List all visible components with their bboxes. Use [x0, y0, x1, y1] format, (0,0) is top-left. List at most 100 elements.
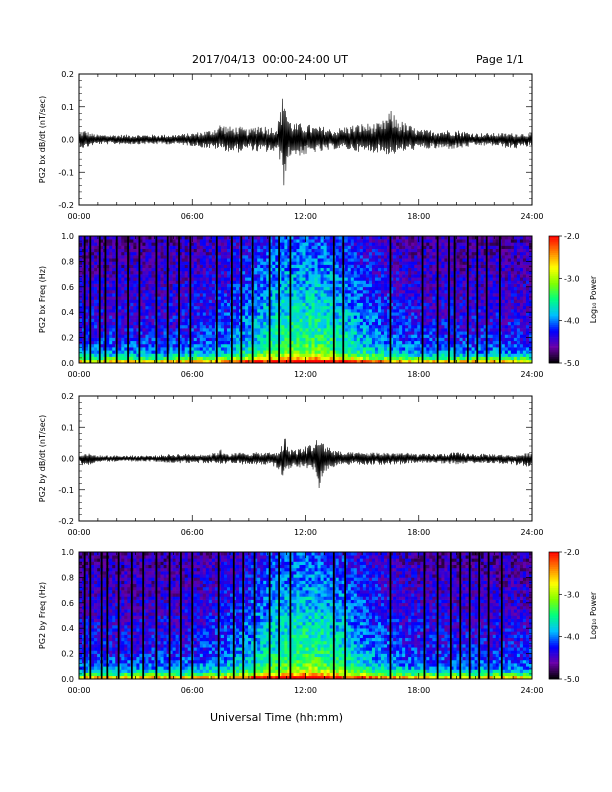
spectrogram-cell [254, 248, 258, 253]
spectrogram-cell [172, 270, 176, 275]
spectrogram-cell [136, 258, 140, 262]
spectrogram-cell [359, 299, 364, 303]
spectrogram-cell [112, 356, 116, 361]
spectrogram-cell [381, 309, 385, 313]
spectrogram-cell [278, 340, 282, 345]
spectrogram-cell [163, 331, 167, 335]
spectrogram-cell [160, 264, 164, 269]
spectrogram-cell [205, 305, 210, 310]
spectrogram-cell [393, 305, 397, 310]
spectrogram-cell [374, 309, 379, 313]
spectrogram-cell [326, 315, 330, 319]
spectrogram-cell [233, 264, 237, 269]
spectrogram-cell [308, 328, 312, 332]
spectrogram-cell [390, 321, 394, 326]
spectrogram-cell [106, 274, 110, 278]
spectrogram-cell [91, 248, 95, 253]
spectrogram-cell [118, 277, 122, 281]
spectrogram-cell [272, 296, 276, 300]
spectrogram-cell [175, 321, 179, 326]
spectrogram-cell [426, 315, 430, 319]
spectrogram-cell [308, 289, 312, 294]
spectrogram-cell [142, 239, 146, 243]
spectrogram-cell [148, 245, 152, 249]
spectrogram-cell [118, 340, 122, 345]
spectrogram-cell [368, 337, 373, 342]
spectrogram-cell [242, 315, 246, 319]
spectrogram-cell [281, 277, 285, 281]
spectrogram-cell [233, 315, 237, 319]
spectrogram-cell [317, 277, 321, 281]
spectrogram-cell [390, 299, 394, 303]
spectrogram-cell [148, 248, 152, 253]
spectrogram-cell [94, 359, 98, 364]
spectrogram-cell [199, 296, 204, 300]
spectrogram-cell [296, 350, 300, 354]
spectrogram-cell [441, 283, 445, 288]
spectrogram-cell [293, 302, 297, 307]
spectrogram-cell [97, 315, 101, 319]
spectrogram-cell [350, 255, 355, 259]
spectrogram-cell [399, 242, 403, 246]
spectrogram-cell [272, 318, 276, 323]
spectrogram-cell [269, 350, 273, 354]
spectrogram-cell [296, 277, 300, 281]
spectrogram-cell [169, 302, 173, 307]
spectrogram-cell [284, 255, 288, 259]
spectrogram-cell [172, 283, 176, 288]
spectrogram-cell [344, 283, 349, 288]
spectrogram-cell [109, 343, 113, 348]
spectrogram-cell [248, 353, 252, 357]
spectrogram-cell [287, 359, 291, 364]
spectrogram-cell [217, 328, 222, 332]
spectrogram-cell [118, 305, 122, 310]
spectrogram-cell [124, 353, 128, 357]
spectrogram-cell [353, 274, 358, 278]
spectrogram-cell [399, 318, 403, 323]
spectrogram-cell [299, 270, 303, 275]
spectrogram-cell [181, 321, 185, 326]
spectrogram-cell [184, 321, 189, 326]
spectrogram-cell [82, 242, 86, 246]
spectrogram-cell [100, 293, 104, 297]
spectrogram-cell [359, 267, 364, 272]
spectrogram-cell [151, 286, 155, 291]
spectrogram-cell [257, 286, 261, 291]
spectrogram-cell [190, 324, 195, 329]
spectrogram-cell [187, 340, 192, 345]
spectrogram-cell [408, 318, 412, 323]
spectrogram-cell [399, 356, 403, 361]
spectrogram-cell [100, 353, 104, 357]
spectrogram-cell [242, 277, 246, 281]
spectrogram-cell [193, 315, 198, 319]
spectrogram-cell [199, 264, 204, 269]
spectrogram-cell [269, 353, 273, 357]
spectrogram-cell [374, 337, 379, 342]
spectrogram-cell [130, 356, 134, 361]
spectrogram-cell [202, 255, 207, 259]
spectrogram-cell [257, 236, 261, 240]
spectrogram-cell [169, 261, 173, 265]
spectrogram-cell [133, 274, 137, 278]
spectrogram-cell [245, 334, 249, 338]
spectrogram-cell [374, 324, 379, 329]
spectrogram-cell [118, 353, 122, 357]
spectrogram-cell [157, 251, 161, 256]
spectrogram-cell [109, 248, 113, 253]
spectrogram-cell [169, 251, 173, 256]
spectrogram-cell [320, 318, 324, 323]
spectrogram-cell [175, 280, 179, 284]
spectrogram-cell [362, 274, 367, 278]
spectrogram-cell [387, 334, 391, 338]
spectrogram-cell [326, 296, 330, 300]
spectrogram-cell [236, 267, 240, 272]
spectrogram-cell [293, 277, 297, 281]
spectrogram-cell [94, 286, 98, 291]
spectrogram-cell [124, 312, 128, 316]
spectrogram-cell [178, 261, 182, 265]
spectrogram-cell [169, 334, 173, 338]
spectrogram-cell [133, 353, 137, 357]
spectrogram-cell [311, 299, 315, 303]
spectrogram-cell [305, 334, 309, 338]
spectrogram-cell [187, 255, 192, 259]
